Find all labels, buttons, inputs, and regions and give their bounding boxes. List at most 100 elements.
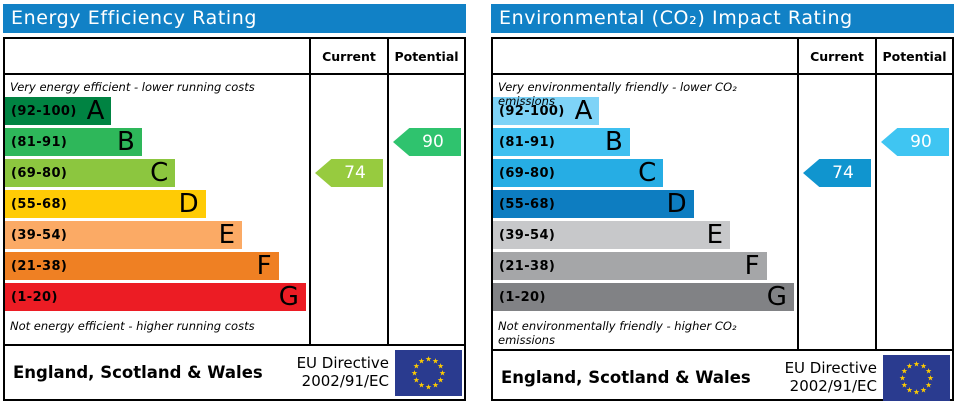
current-rating-arrow: 74 [803,159,871,187]
bands-column: Very energy efficient - lower running co… [5,75,309,344]
svg-text:★: ★ [432,380,439,389]
svg-text:★: ★ [925,380,932,389]
top-note: Very environmentally friendly - lower CO… [498,80,737,108]
band-range: (69-80) [11,165,68,181]
top-note: Very energy efficient - lower running co… [10,80,255,94]
bottom-note: Not energy efficient - higher running co… [10,319,255,333]
footer-region-label: England, Scotland & Wales [13,363,263,382]
svg-text:★: ★ [437,375,444,384]
svg-text:★: ★ [425,354,432,363]
potential-rating-value: 90 [422,132,444,152]
band-e: (39-54) E [493,221,731,249]
band-letter: B [116,127,135,157]
band-letter: D [178,189,199,219]
svg-text:★: ★ [906,385,913,394]
eu-directive-line2: 2002/91/EC [301,371,389,390]
band-f: (21-38) F [493,252,767,280]
band-letter: E [218,220,236,250]
potential-rating-value: 90 [910,132,932,152]
band-range: (69-80) [499,165,556,181]
band-g: (1-20) G [5,283,306,311]
eu-flag-icon: ★ ★ ★★ ★★ ★★ ★★ ★★ [883,354,950,401]
band-range: (21-38) [11,258,68,274]
band-letter: G [766,282,787,312]
potential-column: 90 [387,75,464,344]
empty-header-cell [493,39,797,73]
current-column: 74 [797,75,875,349]
svg-text:★: ★ [439,368,446,377]
rating-body: Very environmentally friendly - lower CO… [493,75,952,349]
eu-directive-label: EU Directive 2002/91/EC [297,354,389,390]
current-column: 74 [309,75,387,344]
svg-text:★: ★ [413,361,420,370]
svg-text:★: ★ [899,373,906,382]
band-a: (92-100) A [5,96,112,126]
empty-header-cell [5,39,309,73]
rating-table: Current Potential Very energy efficient … [3,37,466,401]
rating-body: Very energy efficient - lower running co… [5,75,464,344]
band-c: (69-80) C [5,158,176,188]
svg-text:★: ★ [437,361,444,370]
band-range: (39-54) [499,227,556,243]
band-letter: A [574,96,593,126]
current-column-header: Current [309,39,387,73]
svg-text:★: ★ [418,356,425,365]
band-range: (21-38) [499,258,556,274]
band-d: (55-68) D [493,190,694,218]
svg-text:★: ★ [901,366,908,375]
current-rating-value: 74 [344,163,366,183]
svg-text:★: ★ [925,366,932,375]
current-rating-value: 74 [832,163,854,183]
svg-text:★: ★ [920,385,927,394]
energy-efficiency-chart: Energy Efficiency Rating Current Potenti… [3,4,466,401]
svg-text:★: ★ [432,356,439,365]
chart-title: Environmental (CO₂) Impact Rating [491,4,954,33]
svg-text:★: ★ [411,368,418,377]
table-header-row: Current Potential [5,39,464,75]
svg-text:★: ★ [901,380,908,389]
potential-rating-arrow: 90 [881,128,949,156]
band-range: (81-91) [11,134,68,150]
svg-text:★: ★ [418,380,425,389]
eu-flag-icon: ★ ★ ★★ ★★ ★★ ★★ ★★ [395,349,462,396]
band-range: (92-100) [499,103,565,119]
band-a: (92-100) A [493,96,600,126]
potential-rating-arrow: 90 [393,128,461,156]
band-letter: C [150,158,169,188]
band-letter: B [604,127,623,157]
band-d: (55-68) D [5,190,206,218]
bands-column: Very environmentally friendly - lower CO… [493,75,797,349]
band-range: (55-68) [11,196,68,212]
band-letter: A [86,96,105,126]
band-letter: G [278,282,299,312]
svg-text:★: ★ [913,387,920,396]
band-e: (39-54) E [5,220,243,250]
band-range: (39-54) [11,227,68,243]
svg-text:★: ★ [906,361,913,370]
current-column-header: Current [797,39,875,73]
band-range: (1-20) [11,289,58,305]
band-letter: C [638,158,657,188]
table-footer: England, Scotland & Wales EU Directive 2… [5,344,464,399]
svg-text:★: ★ [920,361,927,370]
svg-text:★: ★ [913,359,920,368]
svg-text:★: ★ [927,373,934,382]
potential-column-header: Potential [875,39,952,73]
band-c: (69-80) C [493,158,664,188]
band-f: (21-38) F [5,252,279,280]
band-range: (81-91) [499,134,556,150]
band-g: (1-20) G [493,283,794,311]
chart-title: Energy Efficiency Rating [3,4,466,33]
svg-text:★: ★ [413,375,420,384]
table-footer: England, Scotland & Wales EU Directive 2… [493,349,952,404]
rating-table: Current Potential Very environmentally f… [491,37,954,401]
potential-column: 90 [875,75,952,349]
band-letter: D [666,189,687,219]
potential-column-header: Potential [387,39,464,73]
band-letter: F [744,251,760,281]
footer-region-label: England, Scotland & Wales [501,368,751,387]
eu-directive-line2: 2002/91/EC [789,376,877,395]
band-range: (1-20) [499,289,546,305]
band-letter: F [256,251,272,281]
environmental-impact-chart: Environmental (CO₂) Impact Rating Curren… [491,4,954,401]
